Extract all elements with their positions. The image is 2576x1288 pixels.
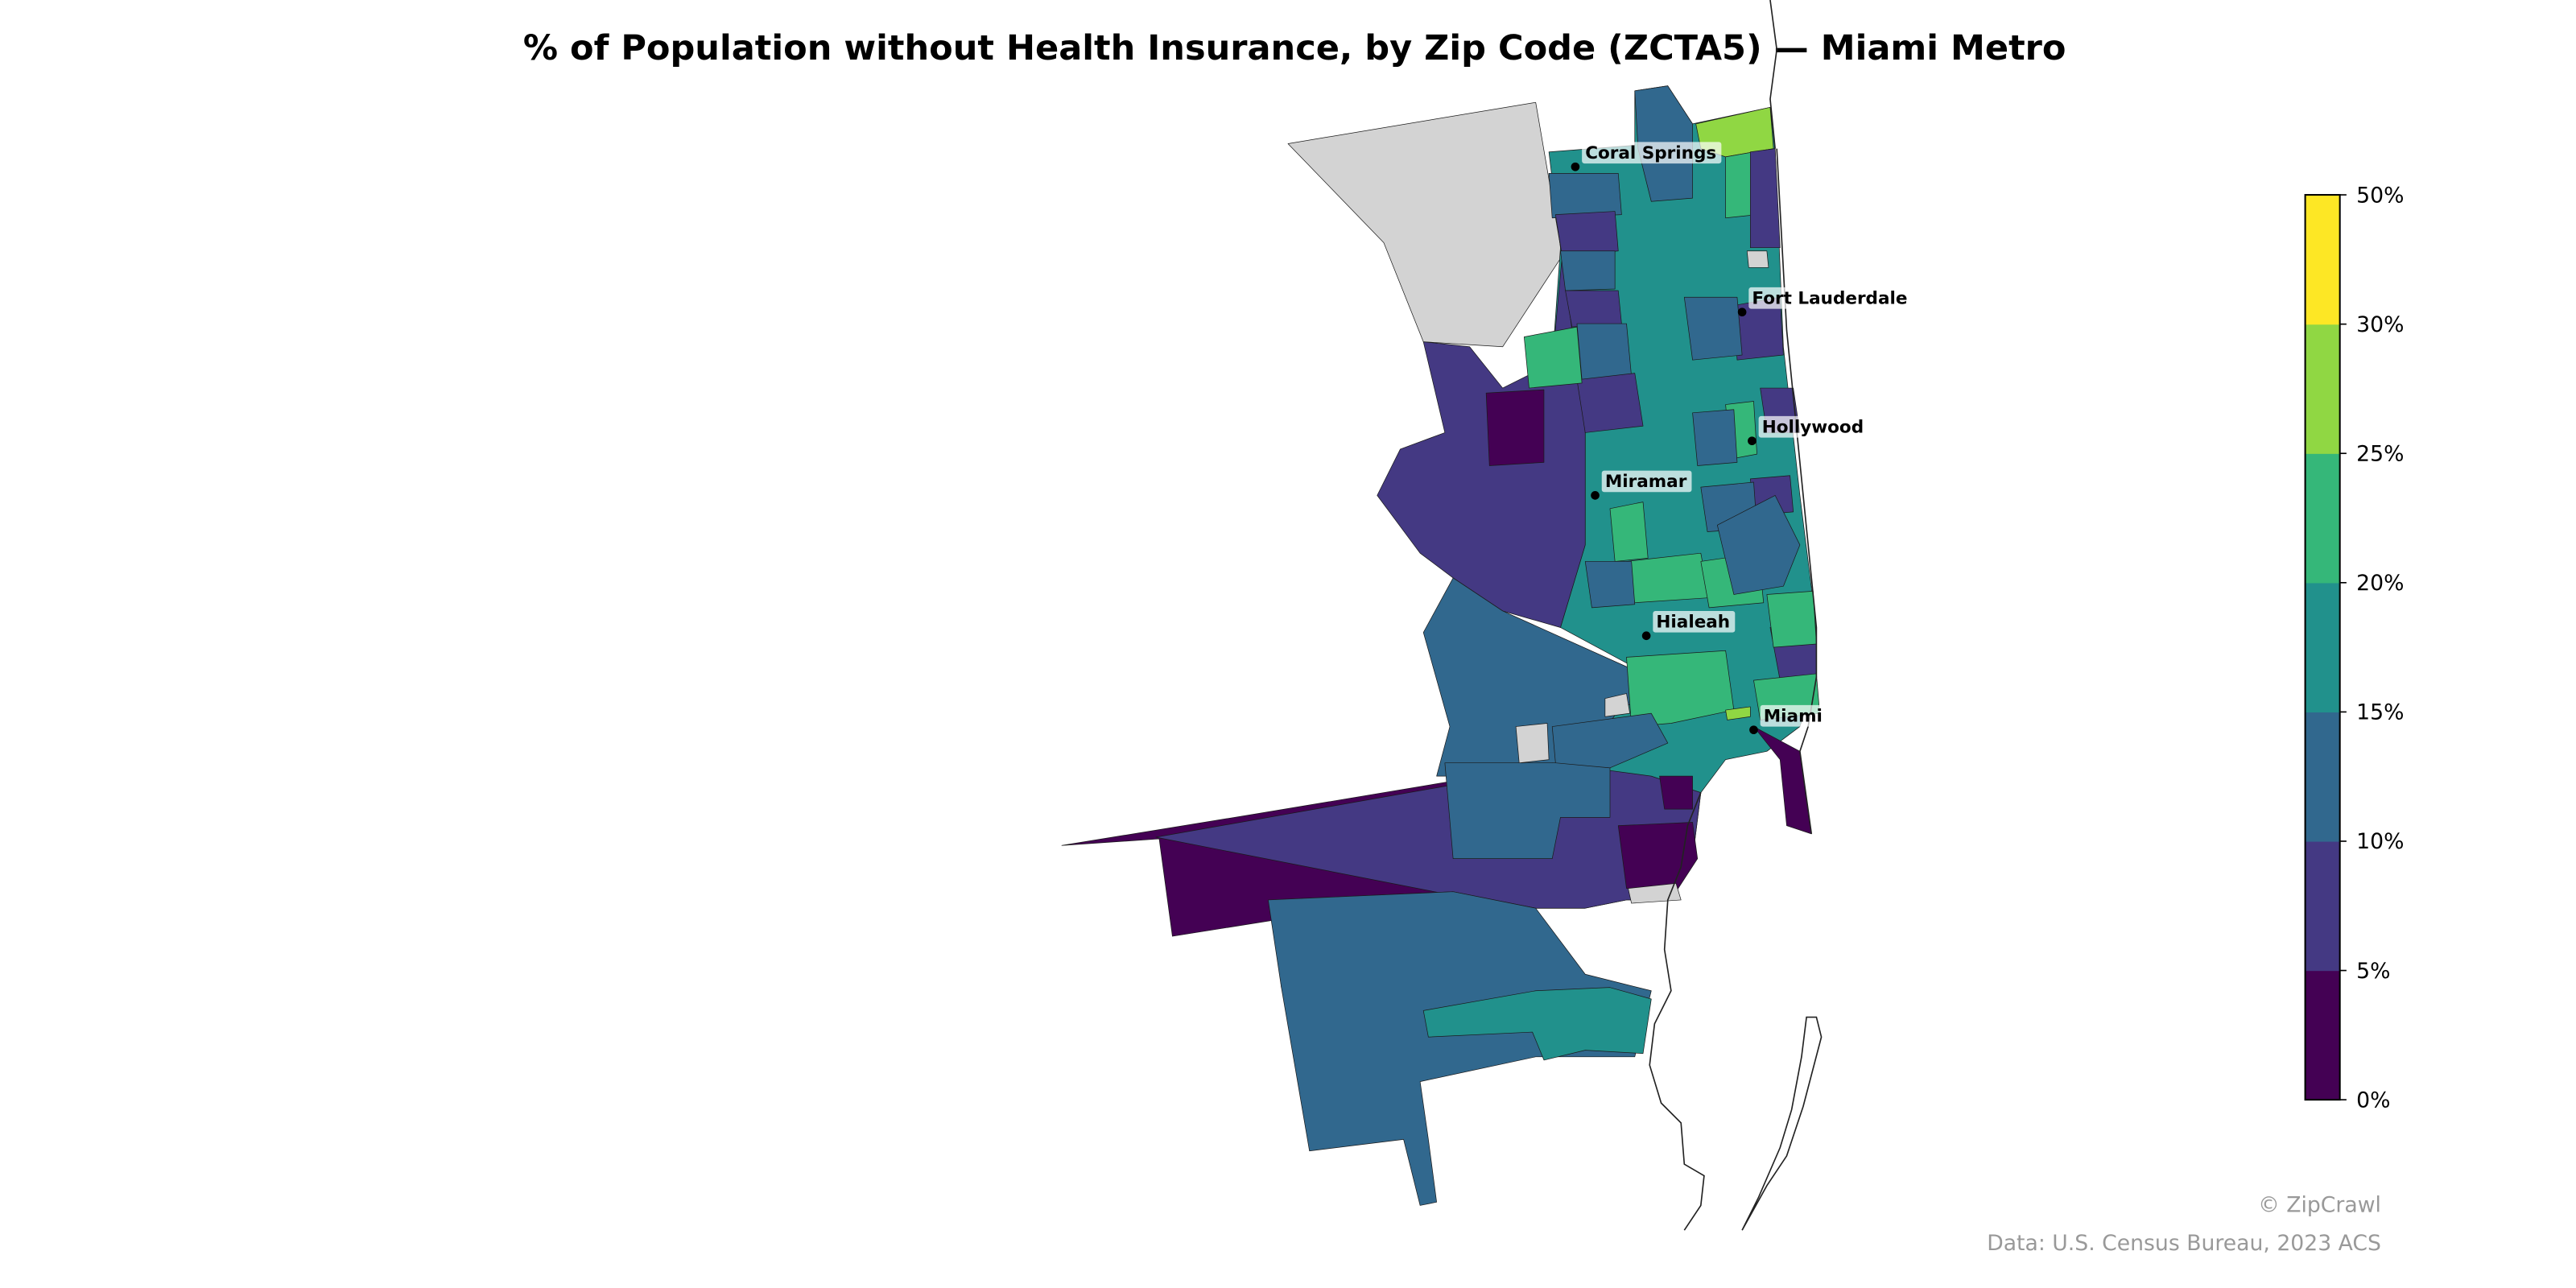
zcta-region [1560,250,1616,291]
colorbar-bin [2305,712,2340,842]
zcta-region [1617,822,1699,893]
city-label-background [1582,142,1722,164]
zcta-region [1626,552,1710,604]
city-markers: Coral Springs Fort Lauderdale Hollywood Mir… [1571,142,1913,734]
zcta-region [1576,323,1633,381]
city-label: Miramar [1605,472,1687,492]
zcta-region [1565,290,1622,328]
zcta-region [1753,726,1812,835]
city-label: Miami [1764,706,1823,726]
city-dot [1748,436,1757,446]
city-dot [1749,725,1758,734]
colorbar-bin [2305,453,2340,584]
zcta-region [1683,296,1743,361]
zcta-region [1692,409,1738,466]
colorbar-bin [2305,324,2340,454]
city-label: Fort Lauderdale [1752,288,1907,308]
coastline [1649,0,1823,1231]
colorbar-bin [2305,582,2340,713]
zcta-region [1551,712,1669,769]
colorbar-tick-label: 25% [2356,441,2404,466]
zcta-region [1485,389,1545,466]
zcta-region [1548,173,1622,219]
colorbar-tick-label: 15% [2356,700,2404,725]
city-marker: Hollywood [1748,415,1869,446]
colorbar-frame [2304,194,2341,1101]
city-marker: Fort Lauderdale [1737,287,1913,317]
coastline-key-biscayne [1741,1016,1823,1231]
zcta-region-no-data [1515,723,1550,764]
colorbar-bin [2305,840,2340,972]
colorbar-tick-label: 30% [2356,312,2404,337]
city-marker: Miramar [1591,470,1692,500]
zcta-region [1659,775,1693,810]
colorbar-tick-label: 5% [2356,959,2390,984]
city-dot [1737,308,1747,317]
zcta-regions [1061,85,1820,1206]
zcta-region [1576,373,1644,433]
map-title: % of Population without Health Insurance… [523,28,2066,68]
city-label-background [1758,415,1869,438]
colorbar: 0% 5% 10% 15% 20% 25% 30% 50% [2304,183,2404,1113]
coastline-east [1776,148,1818,835]
zcta-region [1609,502,1649,562]
zcta-region [1268,891,1652,1206]
city-label-background [1760,704,1828,727]
zcta-region [1725,706,1751,720]
zcta-region [1750,148,1781,249]
city-marker: Hialeah [1641,610,1736,641]
zcta-region-no-data [1746,250,1769,268]
coastline-mainland [1649,792,1705,1231]
city-label-background [1748,287,1913,309]
colorbar-tick-label: 0% [2356,1088,2390,1113]
zcta-region [1716,495,1801,595]
city-label-background [1653,610,1736,633]
city-label: Coral Springs [1585,143,1716,163]
zcta-region [1626,650,1735,727]
zcta-region [1422,987,1652,1061]
coastline-north [1769,0,1778,149]
colorbar-bin [2305,970,2340,1100]
city-dot [1641,631,1651,641]
zcta-region-no-data [1287,101,1563,348]
colorbar-tick-label: 10% [2356,829,2404,854]
zcta-region [1766,590,1817,648]
city-label-background [1601,470,1692,493]
colorbar-bin [2305,195,2340,325]
zcta-region-no-data [1604,693,1630,717]
zcta-region [1554,211,1619,257]
city-label: Hollywood [1762,417,1864,437]
city-label: Hialeah [1656,612,1730,632]
zcta-region [1584,561,1636,609]
colorbar-tick-label: 20% [2356,571,2404,596]
city-dot [1591,491,1600,500]
city-marker: Coral Springs [1571,142,1722,171]
colorbar-tick-label: 50% [2356,183,2404,208]
credit-source: Data: U.S. Census Bureau, 2023 ACS [1987,1231,2381,1256]
zcta-region [1523,326,1583,389]
city-marker: Miami [1749,704,1828,734]
city-dot [1571,162,1580,171]
credit-brand: © ZipCrawl [2258,1193,2381,1218]
